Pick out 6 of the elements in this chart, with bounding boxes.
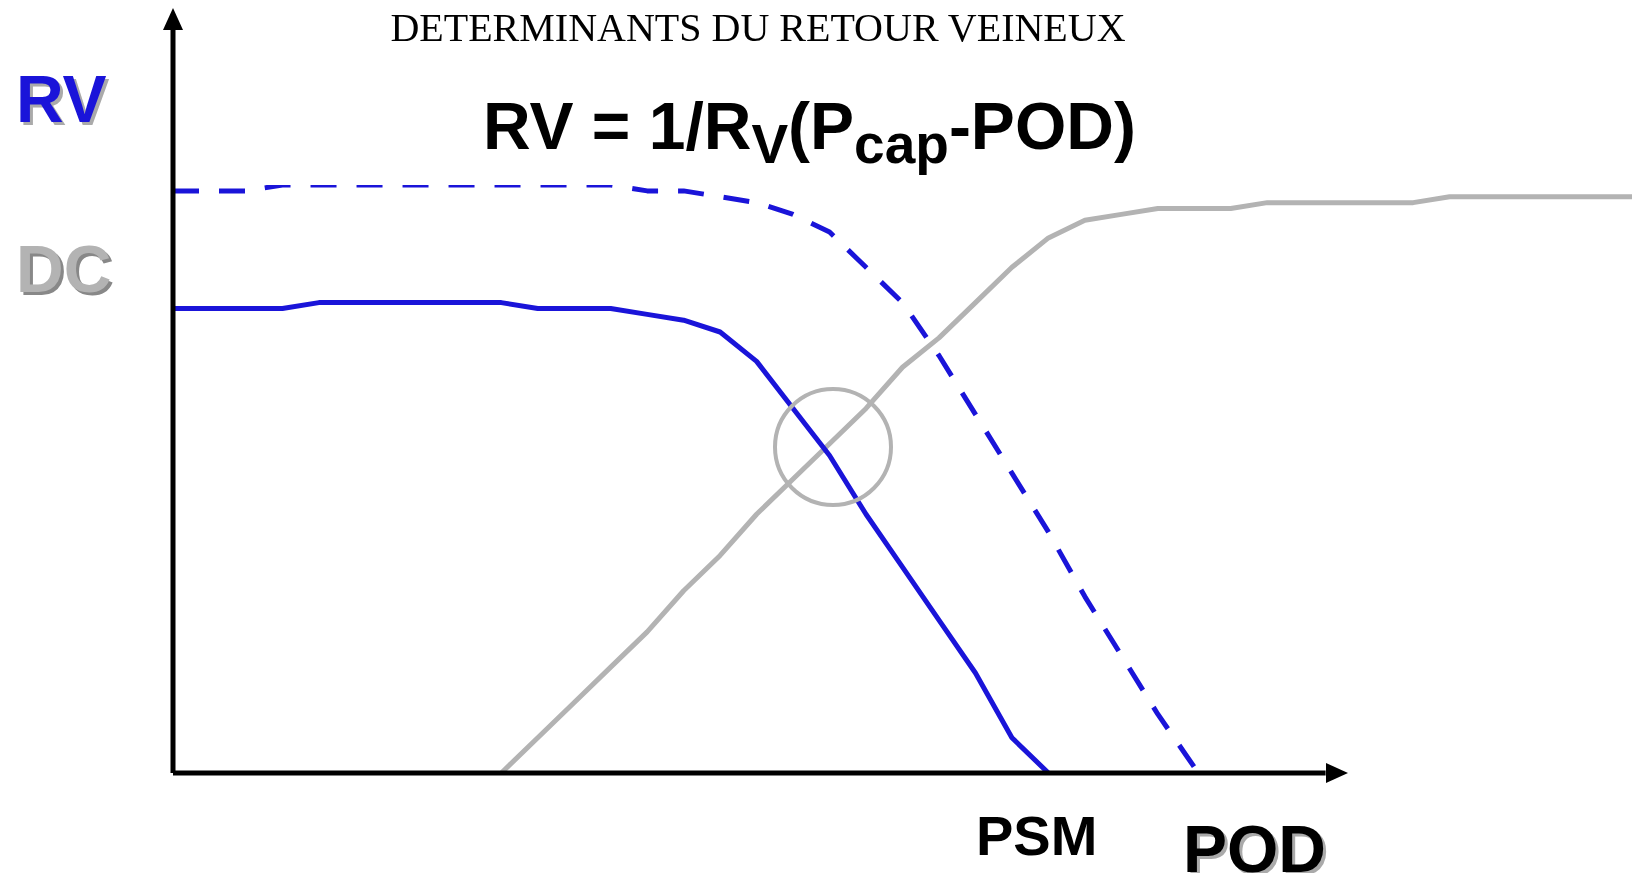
chart-title: DETERMINANTS DU RETOUR VEINEUX: [389, 4, 1127, 51]
text: DC: [16, 232, 112, 306]
text: RV = 1/R$_{V}$(P$_{cap}$-POD): [483, 89, 1136, 176]
x-axis-title: POD: [1183, 812, 1327, 873]
text: PSM: [976, 804, 1098, 867]
y-axis-title: RV: [16, 62, 107, 136]
